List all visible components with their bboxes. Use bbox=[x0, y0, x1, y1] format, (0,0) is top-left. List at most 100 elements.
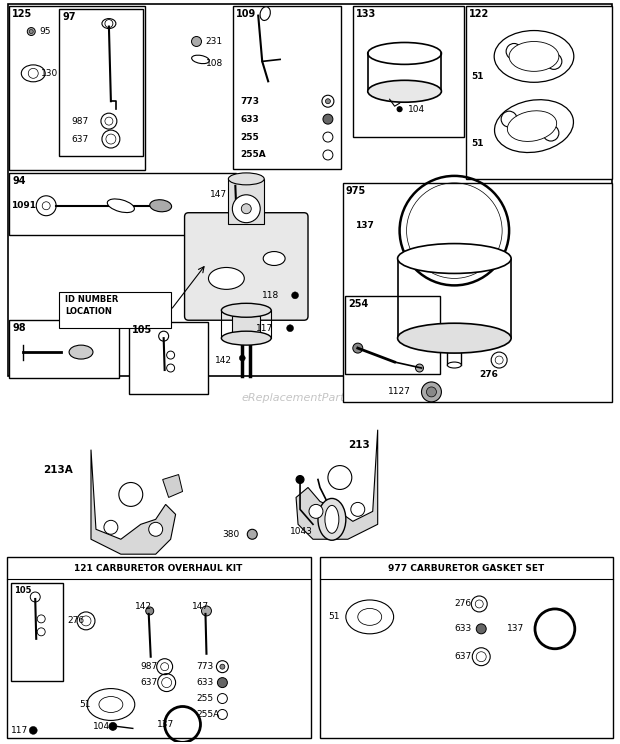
Circle shape bbox=[427, 387, 436, 397]
Text: 213: 213 bbox=[348, 440, 370, 449]
Ellipse shape bbox=[368, 42, 441, 65]
Circle shape bbox=[36, 196, 56, 216]
Text: 125: 125 bbox=[12, 9, 33, 19]
Text: 108: 108 bbox=[205, 59, 223, 68]
Ellipse shape bbox=[325, 505, 339, 533]
Circle shape bbox=[323, 132, 333, 142]
Ellipse shape bbox=[397, 323, 511, 353]
Bar bbox=[9, 6, 144, 170]
Ellipse shape bbox=[192, 55, 210, 64]
Text: 255: 255 bbox=[197, 694, 214, 703]
Circle shape bbox=[286, 324, 294, 332]
Text: 117: 117 bbox=[256, 324, 273, 333]
Text: 97: 97 bbox=[62, 12, 76, 22]
Text: 142: 142 bbox=[215, 356, 232, 365]
Circle shape bbox=[149, 522, 162, 536]
Ellipse shape bbox=[264, 251, 285, 266]
Text: 380: 380 bbox=[223, 530, 240, 539]
Bar bbox=[7, 557, 311, 738]
Ellipse shape bbox=[69, 345, 93, 359]
Circle shape bbox=[167, 364, 175, 372]
Text: 142: 142 bbox=[135, 603, 152, 612]
Circle shape bbox=[241, 204, 251, 214]
Text: 255A: 255A bbox=[197, 710, 219, 719]
Bar bbox=[233, 6, 341, 169]
Text: 254: 254 bbox=[348, 299, 368, 310]
Text: 147: 147 bbox=[192, 603, 209, 612]
Ellipse shape bbox=[368, 80, 441, 102]
Circle shape bbox=[397, 106, 402, 112]
Bar bbox=[8, 4, 612, 376]
Text: 637: 637 bbox=[71, 135, 88, 144]
Circle shape bbox=[415, 364, 423, 372]
Ellipse shape bbox=[87, 689, 135, 720]
Circle shape bbox=[192, 36, 202, 46]
Text: 276: 276 bbox=[67, 616, 84, 626]
Circle shape bbox=[322, 95, 334, 107]
Circle shape bbox=[323, 150, 333, 160]
Text: ID NUMBER: ID NUMBER bbox=[65, 295, 118, 304]
Ellipse shape bbox=[150, 199, 172, 212]
Circle shape bbox=[309, 504, 323, 519]
Circle shape bbox=[218, 710, 228, 719]
Text: 98: 98 bbox=[12, 323, 26, 333]
Bar bbox=[343, 183, 612, 402]
Circle shape bbox=[546, 54, 562, 69]
Text: 118: 118 bbox=[262, 291, 280, 300]
Circle shape bbox=[291, 292, 299, 299]
Text: 51: 51 bbox=[471, 72, 484, 81]
Bar bbox=[345, 296, 440, 374]
Circle shape bbox=[218, 693, 228, 704]
Text: 1091: 1091 bbox=[11, 201, 37, 211]
Bar bbox=[320, 557, 613, 738]
Ellipse shape bbox=[495, 100, 574, 153]
Text: 276: 276 bbox=[454, 600, 471, 609]
Text: 975: 975 bbox=[346, 186, 366, 196]
Circle shape bbox=[501, 111, 517, 127]
Ellipse shape bbox=[494, 31, 574, 83]
Circle shape bbox=[247, 529, 257, 539]
Text: 137: 137 bbox=[157, 720, 174, 729]
Circle shape bbox=[42, 202, 50, 210]
Bar bbox=[9, 320, 119, 378]
Ellipse shape bbox=[221, 331, 271, 345]
Circle shape bbox=[37, 628, 45, 636]
Ellipse shape bbox=[509, 42, 559, 71]
Bar bbox=[59, 9, 143, 156]
Text: 105: 105 bbox=[14, 586, 32, 595]
Text: 1043: 1043 bbox=[290, 527, 313, 536]
Circle shape bbox=[351, 502, 365, 516]
Circle shape bbox=[105, 19, 113, 28]
Circle shape bbox=[146, 607, 154, 615]
Text: 255A: 255A bbox=[241, 150, 266, 159]
Text: 637: 637 bbox=[141, 678, 158, 687]
Bar bbox=[353, 6, 464, 137]
Circle shape bbox=[29, 726, 37, 734]
Text: 104: 104 bbox=[407, 105, 425, 114]
Bar bbox=[59, 292, 170, 328]
Bar bbox=[11, 583, 63, 681]
Ellipse shape bbox=[21, 65, 45, 82]
Circle shape bbox=[202, 606, 211, 616]
Circle shape bbox=[218, 678, 228, 687]
Text: 987: 987 bbox=[141, 662, 158, 671]
Ellipse shape bbox=[99, 696, 123, 713]
Text: 137: 137 bbox=[507, 624, 525, 633]
Circle shape bbox=[506, 43, 522, 60]
Circle shape bbox=[232, 195, 260, 222]
Circle shape bbox=[109, 722, 117, 731]
Text: 51: 51 bbox=[328, 612, 339, 621]
Text: 633: 633 bbox=[241, 115, 259, 124]
Text: 773: 773 bbox=[241, 97, 259, 106]
Circle shape bbox=[220, 664, 225, 669]
Text: 105: 105 bbox=[132, 325, 152, 336]
Ellipse shape bbox=[507, 111, 557, 141]
FancyBboxPatch shape bbox=[185, 213, 308, 320]
Ellipse shape bbox=[221, 304, 271, 317]
Text: 121 CARBURETOR OVERHAUL KIT: 121 CARBURETOR OVERHAUL KIT bbox=[74, 564, 243, 573]
Circle shape bbox=[30, 592, 40, 602]
Text: 109: 109 bbox=[236, 9, 257, 19]
Circle shape bbox=[104, 520, 118, 534]
Ellipse shape bbox=[228, 173, 264, 185]
Bar bbox=[232, 316, 260, 339]
